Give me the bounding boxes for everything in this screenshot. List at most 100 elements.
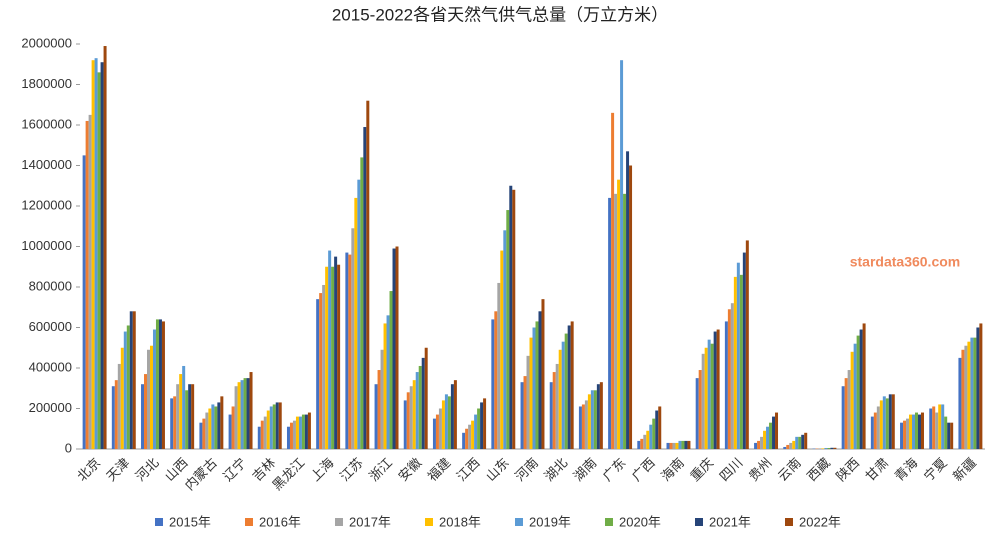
bar xyxy=(561,341,565,449)
bar xyxy=(950,422,954,449)
bar xyxy=(520,382,524,449)
bar xyxy=(567,325,571,449)
bar xyxy=(465,428,469,449)
bar xyxy=(152,329,156,449)
bar xyxy=(295,416,299,449)
bar xyxy=(441,400,445,449)
bar xyxy=(249,372,253,449)
bar xyxy=(976,327,980,449)
bar xyxy=(558,349,562,449)
bar xyxy=(850,351,854,449)
bar xyxy=(512,189,516,450)
bar xyxy=(666,442,670,449)
bar xyxy=(144,374,147,449)
legend-label: 2020年 xyxy=(619,514,661,529)
legend-label: 2017年 xyxy=(349,514,391,529)
bar xyxy=(509,185,513,449)
legend-label: 2022年 xyxy=(799,514,841,529)
bar xyxy=(678,440,682,449)
bar xyxy=(337,264,341,449)
bar xyxy=(240,380,244,449)
bar xyxy=(915,412,919,449)
bar xyxy=(646,430,650,449)
bar xyxy=(920,412,924,449)
bar xyxy=(918,414,921,449)
legend-swatch xyxy=(335,518,343,526)
bar xyxy=(713,331,717,449)
x-tick-label: 山东 xyxy=(483,455,512,484)
bar xyxy=(818,448,822,449)
x-tick-label: 北京 xyxy=(74,455,103,484)
bar xyxy=(211,404,215,449)
bar xyxy=(491,319,495,449)
bar xyxy=(792,440,796,449)
bar xyxy=(873,412,877,449)
bar xyxy=(707,339,711,449)
x-tick-label: 安徽 xyxy=(395,455,424,484)
x-tick-label: 上海 xyxy=(308,455,337,484)
bar xyxy=(114,380,118,449)
bar xyxy=(322,284,326,449)
bar xyxy=(581,404,585,449)
bar xyxy=(620,60,624,449)
bar xyxy=(91,60,95,449)
bar xyxy=(669,442,673,449)
bar xyxy=(830,447,834,449)
bar xyxy=(386,315,390,449)
bar xyxy=(885,398,889,449)
bar xyxy=(903,420,907,449)
x-tick-label: 重庆 xyxy=(687,455,716,484)
bar xyxy=(217,402,221,449)
bar xyxy=(97,72,101,449)
bar xyxy=(844,378,848,449)
bar xyxy=(205,412,209,449)
bar xyxy=(891,394,895,449)
bar xyxy=(947,422,951,449)
bar xyxy=(334,256,338,449)
bar xyxy=(418,365,422,449)
bar xyxy=(289,422,293,449)
bar xyxy=(701,353,705,449)
x-tick-label: 江苏 xyxy=(337,455,366,484)
bar xyxy=(357,179,361,450)
legend-swatch xyxy=(155,518,163,526)
x-tick-label: 福建 xyxy=(424,455,453,484)
bar xyxy=(500,250,504,449)
bar xyxy=(629,165,633,449)
bar xyxy=(480,402,484,449)
bar xyxy=(331,266,335,449)
bar xyxy=(366,100,370,449)
x-tick-label: 河北 xyxy=(133,455,162,484)
y-tick-label: 600000 xyxy=(29,319,72,334)
bar xyxy=(549,382,553,449)
bar xyxy=(474,414,478,449)
bar xyxy=(275,402,279,449)
bar xyxy=(208,408,212,449)
bar xyxy=(406,392,410,449)
bar xyxy=(623,193,627,449)
bar xyxy=(824,447,828,449)
x-tick-label: 宁夏 xyxy=(921,455,950,484)
bar xyxy=(403,400,407,449)
bar xyxy=(900,422,904,449)
bar xyxy=(214,406,218,449)
x-tick-label: 辽宁 xyxy=(220,455,249,484)
bar xyxy=(316,299,320,449)
bar xyxy=(263,416,267,449)
bar xyxy=(88,114,92,449)
bar xyxy=(541,299,545,449)
bar xyxy=(929,408,933,449)
bar xyxy=(684,440,688,449)
y-tick-label: 1000000 xyxy=(21,238,72,253)
bar xyxy=(100,62,104,449)
bar xyxy=(85,120,89,449)
bar xyxy=(736,262,740,449)
x-tick-label: 陕西 xyxy=(833,455,862,484)
x-tick-label: 广东 xyxy=(600,455,629,484)
bar xyxy=(173,396,177,449)
bar xyxy=(395,246,399,449)
bar xyxy=(360,157,364,449)
bar xyxy=(675,442,679,449)
bar xyxy=(424,347,428,449)
bar xyxy=(348,254,352,449)
